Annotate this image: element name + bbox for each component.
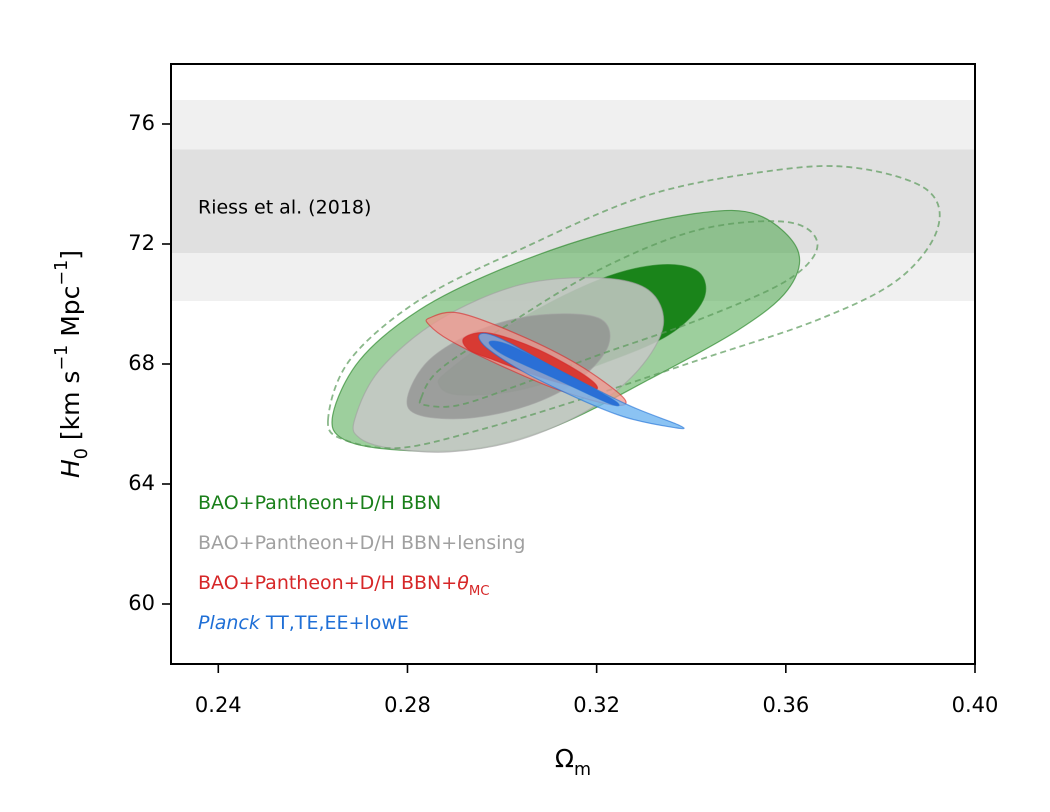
text-part: TT,TE,EE+lowE	[260, 612, 409, 634]
text-part: 0	[72, 448, 92, 459]
text-part: BAO+Pantheon+D/H BBN+	[198, 572, 457, 594]
text-part: H	[56, 459, 85, 478]
contour	[327, 165, 941, 450]
x-tick-label: 0.28	[384, 693, 431, 717]
text-part: θ	[457, 572, 469, 594]
text-part: BAO+Pantheon+D/H BBN	[198, 492, 441, 514]
x-tick-label: 0.40	[952, 693, 999, 717]
text-part: −1	[52, 345, 72, 371]
legend-entry: Planck TT,TE,EE+lowE	[198, 612, 409, 634]
y-tick-label: 68	[128, 351, 155, 375]
text-part: Ω	[555, 744, 574, 773]
y-tick-label: 72	[128, 231, 155, 255]
text-part: Mpc	[56, 286, 85, 345]
text-part: BAO+Pantheon+D/H BBN+lensing	[198, 532, 525, 554]
legend-entry: BAO+Pantheon+D/H BBN+lensing	[198, 532, 525, 554]
legend-entry: BAO+Pantheon+D/H BBN+θMC	[198, 572, 490, 599]
x-axis-label: Ωm	[555, 744, 591, 780]
legend-entry: BAO+Pantheon+D/H BBN	[198, 492, 441, 514]
x-tick-label: 0.36	[762, 693, 809, 717]
y-tick-label: 60	[128, 591, 155, 615]
y-axis-label: H0 [km s−1 Mpc−1]	[52, 250, 92, 478]
plot-area	[327, 165, 941, 453]
text-part: [km s	[56, 371, 85, 449]
x-tick-label: 0.32	[573, 693, 620, 717]
contour	[488, 340, 620, 407]
text-part: ]	[56, 250, 85, 260]
y-tick-label: 64	[128, 471, 155, 495]
band-label: Riess et al. (2018)	[198, 197, 371, 219]
text-part: MC	[469, 584, 490, 599]
text-part: −1	[52, 260, 72, 286]
y-tick-label: 76	[128, 111, 155, 135]
contour	[418, 220, 819, 408]
text-part: Planck	[198, 612, 261, 634]
x-tick-label: 0.24	[195, 693, 242, 717]
text-part: m	[574, 760, 591, 780]
